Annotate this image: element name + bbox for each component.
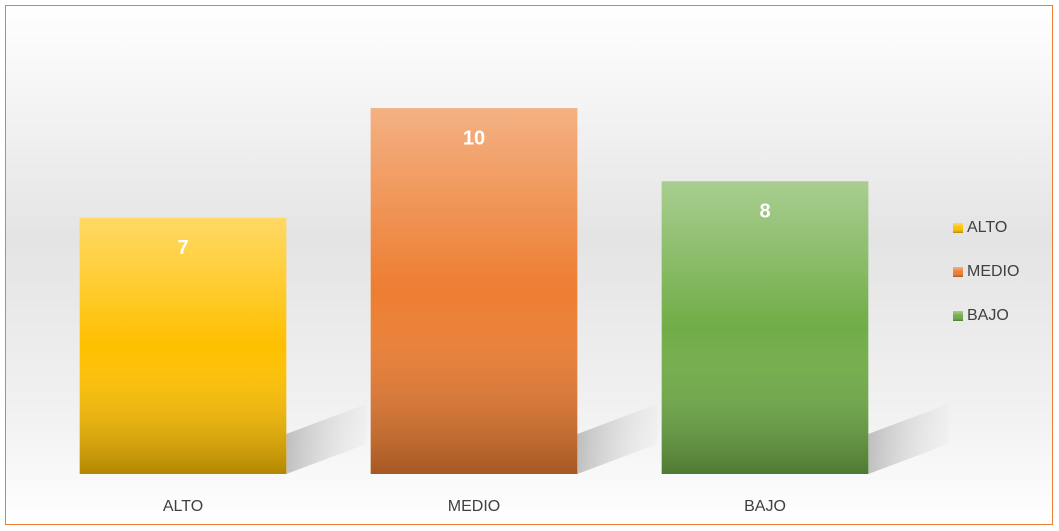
x-tick-label: BAJO	[744, 498, 786, 515]
bar-shade	[79, 217, 287, 474]
bar-shadow	[286, 404, 367, 474]
data-label: 7	[177, 237, 188, 259]
x-tick-label: MEDIO	[448, 498, 500, 515]
bar-shadow	[868, 404, 949, 474]
data-label: 10	[463, 127, 485, 149]
legend-swatch-shade	[953, 267, 963, 277]
legend-label: MEDIO	[967, 263, 1019, 280]
data-label: 8	[759, 201, 770, 223]
legend-swatch-shade	[953, 223, 963, 233]
legend-swatch-shade	[953, 311, 963, 321]
bar-shade	[370, 108, 578, 475]
bar-shade	[661, 181, 869, 475]
x-tick-label: ALTO	[163, 498, 203, 515]
bar-shadow	[577, 404, 658, 474]
legend-label: BAJO	[967, 307, 1009, 324]
shadows	[286, 404, 949, 474]
legend-label: ALTO	[967, 219, 1007, 236]
